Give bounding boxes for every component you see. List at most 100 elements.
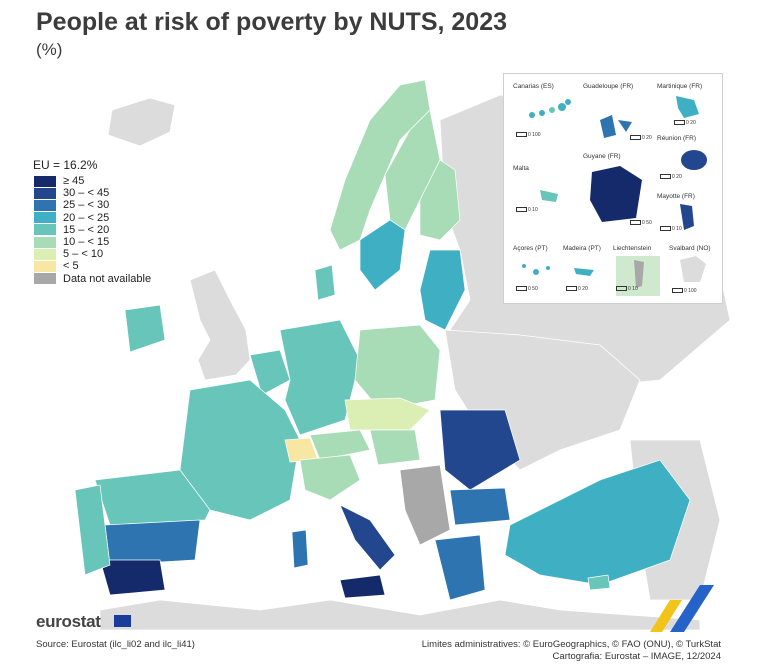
- land-uk: [189, 269, 251, 381]
- inset-martinique: Martinique (FR) 0 20: [654, 80, 718, 130]
- legend: EU = 16.2% ≥ 45 30 – < 45 25 – < 30 20 – < …: [33, 158, 152, 286]
- legend-label: 30 – < 45: [63, 187, 110, 200]
- scale-bar: 0 20: [674, 120, 696, 126]
- legend-item: < 5: [33, 259, 151, 273]
- inset-shape: [681, 150, 707, 170]
- inset-mayotte: Mayotte (FR) 0 10: [654, 190, 718, 240]
- scale-bar: 0 100: [516, 132, 541, 138]
- region-poland: [354, 324, 441, 411]
- legend-label: ≥ 45: [63, 175, 85, 188]
- inset-svalbard: Svalbard (NO) 0 100: [666, 242, 718, 300]
- region-turkey: [504, 459, 691, 586]
- region-andalusia: [99, 559, 166, 596]
- inset-shape: [574, 268, 594, 276]
- legend-item: 5 – < 10: [33, 247, 151, 261]
- region-czechia-slovakia: [344, 397, 431, 431]
- region-portugal: [74, 484, 111, 576]
- region-ireland: [124, 304, 166, 353]
- inset-label: Liechtenstein: [613, 245, 652, 252]
- scale-bar: 0 20: [630, 135, 652, 141]
- region-spain-c: [104, 519, 201, 566]
- legend-label: 10 – < 15: [63, 236, 110, 249]
- scale-bar: 0 10: [660, 226, 682, 232]
- land-north-africa: [99, 599, 701, 630]
- inset-label: Canarias (ES): [513, 83, 554, 90]
- scale-bar: 0 50: [516, 286, 538, 292]
- legend-swatch: [33, 198, 57, 212]
- legend-swatch: [33, 247, 57, 261]
- inset-label: Réunion (FR): [657, 135, 697, 142]
- eu-flag-icon: [114, 615, 131, 627]
- boundaries-note: Limites administratives: © EuroGeographi…: [421, 639, 721, 650]
- region-austria: [309, 429, 371, 461]
- legend-item: 25 – < 30: [33, 198, 151, 212]
- scale-bar: 0 50: [630, 220, 652, 226]
- region-sicily: [339, 574, 386, 599]
- region-germany: [279, 319, 361, 436]
- region-baltics: [419, 249, 466, 331]
- scale-bar: 0 100: [672, 288, 697, 294]
- eurostat-logo: eurostat: [36, 612, 101, 631]
- scale-bar: 0 10: [516, 207, 538, 213]
- region-sweden-s: [359, 219, 406, 291]
- region-greece: [434, 534, 486, 601]
- legend-item: 20 – < 25: [33, 211, 151, 225]
- inset-shape: [522, 264, 550, 275]
- inset-label: Martinique (FR): [657, 83, 703, 90]
- inset-guadeloupe: Guadeloupe (FR) 0 20: [580, 80, 654, 150]
- eurostat-graphic-accent: [650, 585, 714, 632]
- region-cyprus: [587, 574, 611, 591]
- inset-canarias: Canarias (ES) 0 100: [510, 80, 576, 150]
- map-title: People at risk of poverty by NUTS, 2023: [36, 8, 507, 36]
- inset-shape: [680, 204, 694, 230]
- region-italy-n: [299, 454, 361, 501]
- legend-label: Data not available: [63, 272, 152, 285]
- legend-item: 15 – < 20: [33, 223, 151, 237]
- inset-shape: [600, 115, 632, 138]
- legend-label: 20 – < 25: [63, 211, 110, 224]
- legend-swatch: [33, 174, 57, 188]
- credits: Limites administratives: © EuroGeographi…: [422, 639, 721, 663]
- scale-bar: 0 10: [616, 286, 638, 292]
- region-balkans-na: [399, 464, 451, 546]
- legend-swatch: [33, 186, 57, 200]
- cartography-note: Cartografia: Eurostat – IMAGE, 12/2024: [552, 651, 721, 662]
- legend-item: Data not available: [33, 272, 152, 286]
- inset-acores: Açores (PT) 0 50: [510, 242, 560, 300]
- insets-panel: Canarias (ES) 0 100 Guadeloupe (FR) 0 20…: [503, 73, 723, 304]
- inset-shape: [529, 99, 571, 118]
- inset-label: Svalbard (NO): [669, 245, 711, 252]
- legend-swatch: [33, 211, 57, 225]
- inset-label: Mayotte (FR): [657, 193, 695, 200]
- inset-shape: [676, 96, 699, 118]
- region-sardinia: [291, 529, 309, 569]
- inset-guyane: Guyane (FR) 0 50: [580, 150, 654, 230]
- inset-madeira: Madeira (PT) 0 20: [560, 242, 610, 300]
- legend-item: 10 – < 15: [33, 235, 151, 249]
- region-hungary: [369, 429, 421, 466]
- inset-shape: [540, 190, 558, 202]
- legend-swatch: [33, 223, 57, 237]
- region-denmark: [314, 264, 336, 301]
- inset-liechtenstein: Liechtenstein 0 10: [610, 242, 666, 300]
- region-romania: [439, 409, 521, 491]
- legend-item: ≥ 45: [33, 174, 151, 188]
- region-france: [179, 379, 301, 521]
- inset-label: Malta: [513, 165, 529, 172]
- scale-bar: 0 20: [660, 174, 682, 180]
- inset-label: Guyane (FR): [583, 153, 621, 160]
- inset-label: Guadeloupe (FR): [583, 83, 634, 90]
- region-italy-s: [339, 504, 396, 571]
- legend-label: 15 – < 20: [63, 223, 110, 236]
- region-spain-n: [94, 469, 211, 526]
- inset-shape: [590, 166, 642, 222]
- nuts-regions: [74, 79, 691, 601]
- legend-swatch: [33, 235, 57, 249]
- region-finland: [419, 159, 461, 241]
- inset-reunion: Réunion (FR) 0 20: [654, 132, 718, 187]
- legend-swatch: [33, 259, 57, 273]
- inset-shape: [616, 256, 660, 296]
- inset-label: Açores (PT): [513, 245, 548, 252]
- legend-title: EU = 16.2%: [33, 158, 98, 172]
- map-subtitle: (%): [36, 40, 63, 59]
